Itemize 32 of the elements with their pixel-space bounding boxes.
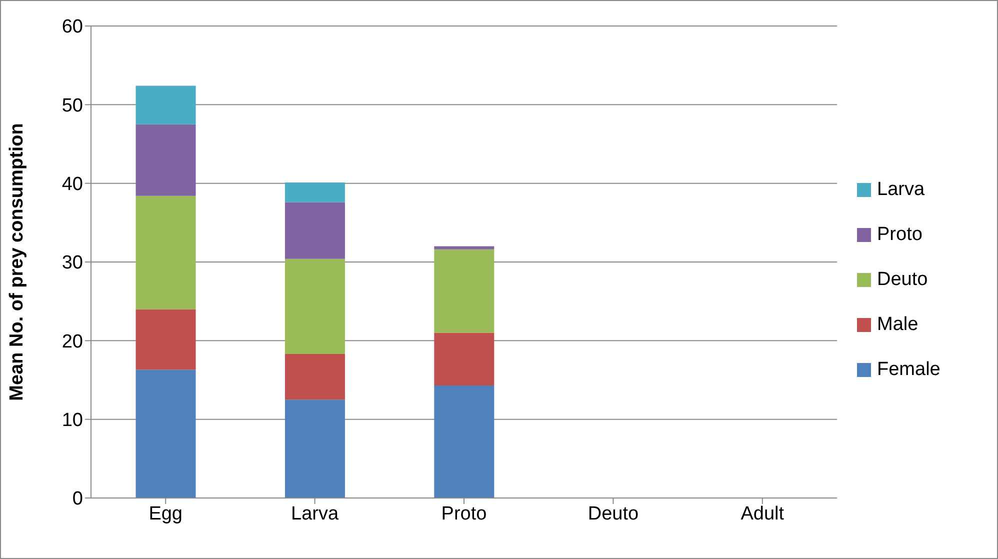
y-tick-label: 10	[62, 410, 83, 432]
y-tick-label: 40	[62, 174, 83, 196]
y-tick-label: 60	[62, 16, 83, 38]
y-axis-title: Mean No. of prey consumption	[6, 123, 28, 401]
x-tick-label: Larva	[291, 503, 339, 524]
legend-label: Deuto	[877, 268, 928, 290]
legend-label: Female	[877, 358, 940, 380]
y-tick-label: 50	[62, 95, 83, 116]
x-tick-label: Egg	[148, 503, 183, 524]
x-tick-label: Adult	[740, 503, 785, 524]
x-tick-label: Deuto	[588, 503, 639, 524]
legend-label: Male	[877, 314, 918, 336]
bar	[284, 354, 345, 400]
bar	[434, 332, 494, 386]
bar	[434, 386, 494, 498]
bar	[136, 196, 196, 310]
bar	[284, 182, 345, 202]
bar	[136, 370, 196, 498]
legend-label: Proto	[877, 224, 922, 246]
y-tick-label: 20	[62, 331, 83, 352]
bar	[434, 249, 494, 333]
bar	[284, 400, 345, 498]
y-tick-label: 0	[72, 488, 83, 510]
y-tick-label: 30	[62, 252, 83, 274]
x-tick-label: Proto	[441, 503, 487, 524]
legend-label: Larva	[877, 178, 925, 200]
bar	[284, 202, 345, 259]
bar	[284, 258, 345, 354]
bar	[136, 124, 196, 196]
bar	[434, 246, 494, 250]
bar	[136, 86, 196, 124]
bar	[136, 309, 196, 370]
